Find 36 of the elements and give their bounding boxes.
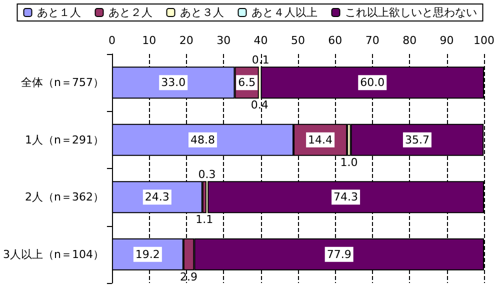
x-tick-label: 20 (179, 34, 194, 47)
data-label: 24.3 (144, 190, 170, 204)
data-label: 77.9 (326, 248, 352, 261)
legend-label: これ以上欲しいと思わない (344, 6, 477, 19)
data-label: 2.9 (180, 270, 198, 284)
x-tick-label: 10 (142, 34, 156, 47)
data-label: 0.4 (250, 98, 268, 112)
data-label: 19.2 (135, 248, 160, 261)
legend-label: あと１人 (36, 6, 81, 19)
data-label: 1.0 (340, 156, 358, 169)
legend-label: あと４人以上 (251, 6, 318, 19)
x-tick-label: 50 (290, 34, 305, 47)
y-tick-label: 1人（n＝291） (24, 133, 104, 146)
data-label: 74.3 (334, 190, 358, 204)
legend-label: あと２人 (108, 6, 152, 19)
x-tick-label: 30 (216, 34, 231, 47)
y-tick-label: 全体（n＝757） (20, 76, 104, 90)
y-tick-label: 3人以上（n＝104） (2, 248, 104, 261)
data-label: 48.8 (190, 133, 215, 146)
data-label: 14.4 (308, 133, 333, 146)
data-label: 35.7 (404, 133, 430, 146)
data-label: 0.3 (198, 168, 216, 182)
data-label: 60.0 (360, 76, 385, 90)
x-tick-label: 80 (402, 34, 417, 47)
data-label: 1.1 (196, 213, 214, 226)
x-tick-label: 90 (440, 34, 454, 47)
x-tick-label: 0 (108, 34, 116, 47)
x-tick-label: 100 (474, 34, 494, 47)
y-tick-label: 2人（n＝362） (24, 190, 104, 204)
data-label: 6.5 (238, 76, 256, 90)
legend-label: あと３人 (180, 6, 224, 19)
x-tick-label: 40 (254, 34, 268, 47)
data-label: 33.0 (161, 76, 186, 90)
x-tick-label: 60 (328, 34, 342, 47)
x-tick-label: 70 (365, 34, 380, 47)
data-label: 0.1 (252, 54, 270, 67)
